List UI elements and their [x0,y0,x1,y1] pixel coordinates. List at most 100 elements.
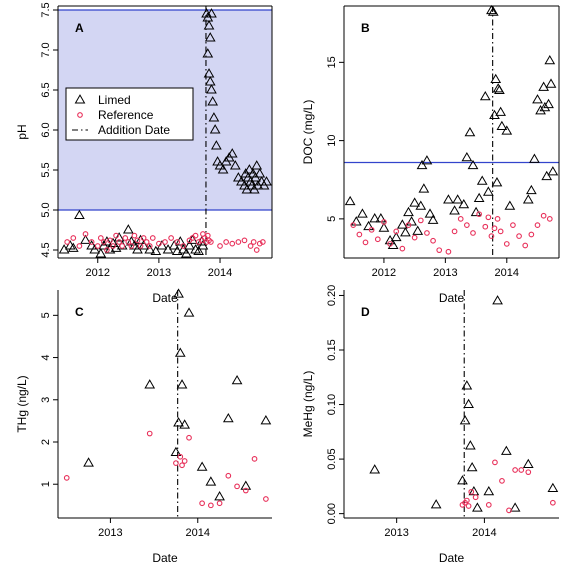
data-point-limed [197,240,209,250]
panel-letter: A [75,21,84,35]
y-tick-label: 0.05 [326,448,338,469]
data-point-limed [129,240,140,250]
data-point-limed [449,205,460,215]
series-reference [459,459,556,514]
data-point-reference [522,242,529,249]
data-point-limed [206,84,217,94]
panel-d: 0.00 0.05 0.10 0.15 0.20 2013 2014 Date MeHg (ng… [301,285,559,565]
data-point-reference [468,488,475,495]
data-point-limed [80,234,91,244]
data-point-limed [196,461,208,471]
data-point-limed [113,232,125,242]
data-point-reference [149,235,156,241]
x-axis-title: Date [439,551,465,565]
data-point-reference [497,228,504,235]
data-point-reference [399,245,406,252]
data-point-reference [76,243,83,249]
data-point-reference [125,239,132,245]
legend-label: Reference [98,108,154,122]
data-point-reference [417,217,424,224]
data-point-limed [375,213,387,223]
data-point-limed [468,485,480,496]
data-point-reference [472,494,479,501]
data-point-limed [465,440,476,450]
data-point-reference [393,228,400,235]
y-tick-label: 6.0 [40,122,52,137]
data-point-limed [240,480,252,490]
data-point-reference [217,243,223,249]
data-point-limed [501,125,513,135]
data-point-reference [465,503,472,509]
panels-layer: 4.5 5.0 5.5 6.0 6.5 7.0 7.5 2012 2013 2014 Date pH A… [15,2,560,565]
x-tick-label: 2014 [472,527,496,539]
y-tick-label: 5 [326,216,338,222]
data-point-limed [463,398,474,409]
y-tick-label: 6.5 [40,82,52,97]
y-tick-label: 0.00 [326,503,338,524]
data-point-limed [535,105,546,115]
data-point-reference [242,487,249,494]
data-point-limed [357,208,368,218]
data-point-limed [203,20,215,30]
series-reference [64,231,266,253]
y-axis-title: DOC (mg/L) [301,100,315,165]
data-point-limed [396,219,408,229]
data-point-limed [418,183,430,193]
data-point-limed [64,240,76,250]
data-point-limed [261,176,272,186]
data-point-limed [209,124,221,134]
data-point-limed [496,120,508,130]
data-point-reference [174,239,181,245]
data-point-reference [63,475,70,481]
data-point-reference [104,247,110,253]
data-point-reference [208,502,214,509]
y-tick-label: 15 [326,56,338,68]
data-point-reference [119,243,126,249]
x-tick-label: 2013 [433,267,457,279]
data-point-reference [180,243,187,249]
data-point-reference [250,239,257,245]
data-point-limed [390,231,402,242]
data-point-reference [107,237,113,244]
data-point-limed [483,485,495,496]
data-point-limed [421,155,433,165]
data-point-limed [467,159,479,170]
panel-c: 1 2 3 4 5 2013 2014 Date THg (ng/L) C [15,288,272,565]
legend-triangle-icon [74,94,86,104]
data-point-limed [173,288,184,298]
y-axis-title: THg (ng/L) [15,375,29,432]
data-point-limed [214,491,225,501]
data-point-limed [229,160,241,170]
data-point-limed [522,194,534,204]
data-point-reference [179,462,185,469]
data-point-limed [522,458,534,469]
data-point-limed [202,48,214,58]
y-tick-label: 10 [326,134,338,146]
data-point-reference [368,226,375,233]
data-point-reference [405,222,412,228]
data-point-reference [528,231,535,238]
data-point-limed [210,140,222,150]
data-point-limed [415,200,427,210]
data-point-reference [550,499,556,506]
data-point-limed [424,208,436,218]
y-tick-label: 7.0 [40,42,52,57]
data-point-reference [122,235,129,241]
y-axis-title: pH [15,124,29,139]
data-point-reference [424,230,430,236]
data-point-reference [64,239,71,245]
data-point-limed [369,213,381,223]
data-point-reference [503,241,510,247]
data-point-limed [138,240,149,250]
y-tick-label: 0.15 [326,339,338,360]
data-point-reference [199,500,205,507]
data-point-limed [443,194,454,204]
data-point-reference [470,230,476,236]
data-point-limed [538,81,550,91]
data-point-reference [173,460,179,466]
data-point-limed [461,151,473,162]
data-point-limed [206,8,217,18]
data-point-reference [146,430,153,437]
data-point-limed [406,216,417,226]
